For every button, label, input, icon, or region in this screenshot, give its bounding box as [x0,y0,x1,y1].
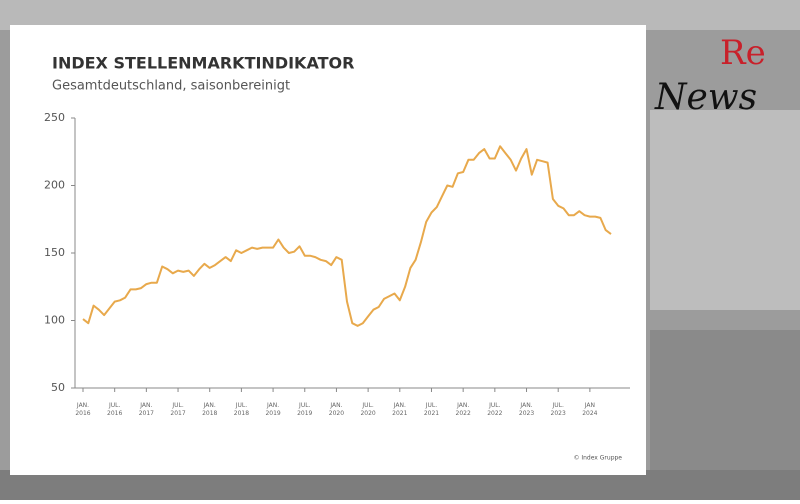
y-tick-label: 250 [44,111,65,124]
x-tick-label: JAN. 2022 [456,402,471,417]
logo-top: Re [720,33,766,73]
plot: 50 100 150 200 250 JAN. 2016 JUL. 2016 JAN. 2017 JU… [44,111,630,417]
x-tick-label: JUL. 2018 [234,402,249,417]
x-tick-label: JAN 2024 [582,402,597,417]
x-tick-label: JAN. 2020 [329,402,344,417]
x-tick-label: JUL. 2021 [424,402,439,417]
y-tick-label: 100 [44,314,65,327]
chart-title: INDEX STELLENMARKTINDIKATOR [52,54,354,73]
background-paper [650,110,800,310]
x-tick-label: JAN. 2017 [139,402,154,417]
source: © Index Gruppe [573,455,622,462]
x-tick-label: JAN. 2016 [75,402,90,417]
logo-bottom: News [654,77,757,118]
x-tick-label: JUL. 2023 [551,402,566,417]
x-tick-label: JUL. 2020 [360,402,375,417]
y-tick-label: 50 [51,381,65,394]
x-tick-label: JAN. 2019 [265,402,280,417]
x-tick-label: JAN. 2023 [519,402,534,417]
y-tick-label: 200 [44,179,65,192]
data-line [82,145,612,327]
x-tick-label: JUL. 2019 [297,402,312,417]
x-tick-label: JAN. 2021 [392,402,407,417]
chart-subtitle: Gesamtdeutschland, saisonbereinigt [52,79,290,94]
x-tick-label: JUL. 2022 [487,402,502,417]
y-tick-label: 150 [44,246,65,259]
chart-card [10,25,646,475]
x-tick-label: JUL. 2017 [170,402,185,417]
x-tick-label: JUL. 2016 [107,402,122,417]
x-tick-label: JAN. 2018 [202,402,217,417]
